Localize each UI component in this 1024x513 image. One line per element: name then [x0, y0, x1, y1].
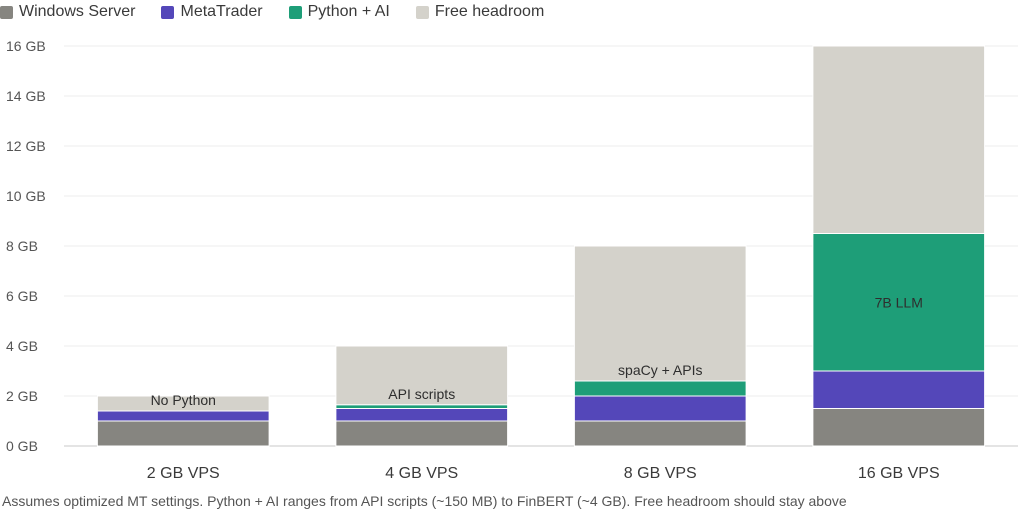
y-tick-label: 8 GB: [6, 238, 38, 254]
chart-footnote: Assumes optimized MT settings. Python + …: [2, 493, 847, 509]
bar-segment: [573, 420, 747, 447]
bar-segment: [335, 345, 509, 406]
bar-segment: [573, 380, 747, 397]
bar-segment: [96, 395, 270, 412]
legend-item-python-ai: Python + AI: [288, 3, 390, 21]
bar-annotation: 7B LLM: [875, 294, 923, 310]
legend-item-windows-server: Windows Server: [0, 3, 135, 21]
bars-layer: [96, 45, 986, 447]
legend-label-metatrader: MetaTrader: [180, 3, 263, 20]
bar-segment: [96, 420, 270, 447]
bar-segment: [573, 395, 747, 422]
y-tick-label: 4 GB: [6, 338, 38, 354]
bar-annotation: No Python: [151, 392, 216, 408]
bar-segment: [96, 410, 270, 422]
y-tick-label: 12 GB: [6, 138, 46, 154]
legend-label-windows-server: Windows Server: [19, 3, 136, 20]
bar-segment: [812, 408, 986, 447]
legend-swatch-free-headroom: [415, 5, 429, 19]
bar-annotation: spaCy + APIs: [618, 362, 702, 378]
bar-segment: [812, 233, 986, 372]
y-axis-ticks: 0 GB 2 GB 4 GB 6 GB 8 GB 10 GB 12 GB 14 GB 16 GB: [6, 38, 46, 454]
legend-swatch-metatrader: [161, 5, 175, 19]
y-tick-label: 6 GB: [6, 288, 38, 304]
stacked-bar-chart: 0 GB 2 GB 4 GB 6 GB 8 GB 10 GB 12 GB 14 GB 16 GB…: [6, 38, 1018, 482]
y-tick-label: 0 GB: [6, 438, 38, 454]
legend-label-free-headroom: Free headroom: [434, 3, 545, 20]
y-tick-label: 14 GB: [6, 88, 46, 104]
legend-swatch-python-ai: [288, 5, 302, 19]
y-tick-label: 10 GB: [6, 188, 46, 204]
y-tick-label: 2 GB: [6, 388, 38, 404]
bar-segment: [335, 420, 509, 447]
y-tick-label: 16 GB: [6, 38, 46, 54]
bar-annotations: No Python API scripts spaCy + APIs 7B LLM: [151, 294, 923, 408]
bar-segment: [335, 404, 509, 409]
x-tick-label: 16 GB VPS: [858, 465, 940, 482]
bar-segment: [335, 408, 509, 422]
bar-annotation: API scripts: [388, 386, 455, 402]
x-tick-label: 2 GB VPS: [147, 465, 220, 482]
legend-swatch-windows-server: [0, 5, 13, 19]
chart-legend: Windows Server MetaTrader Python + AI Fr…: [0, 0, 544, 24]
bar-segment: [812, 370, 986, 409]
x-axis-ticks: 2 GB VPS 4 GB VPS 8 GB VPS 16 GB VPS: [147, 465, 940, 482]
bar-segment: [573, 245, 747, 382]
x-tick-label: 4 GB VPS: [385, 465, 458, 482]
legend-item-free-headroom: Free headroom: [415, 3, 545, 21]
bar-segment: [812, 45, 986, 234]
legend-item-metatrader: MetaTrader: [161, 3, 263, 21]
legend-label-python-ai: Python + AI: [307, 3, 390, 20]
x-tick-label: 8 GB VPS: [624, 465, 697, 482]
